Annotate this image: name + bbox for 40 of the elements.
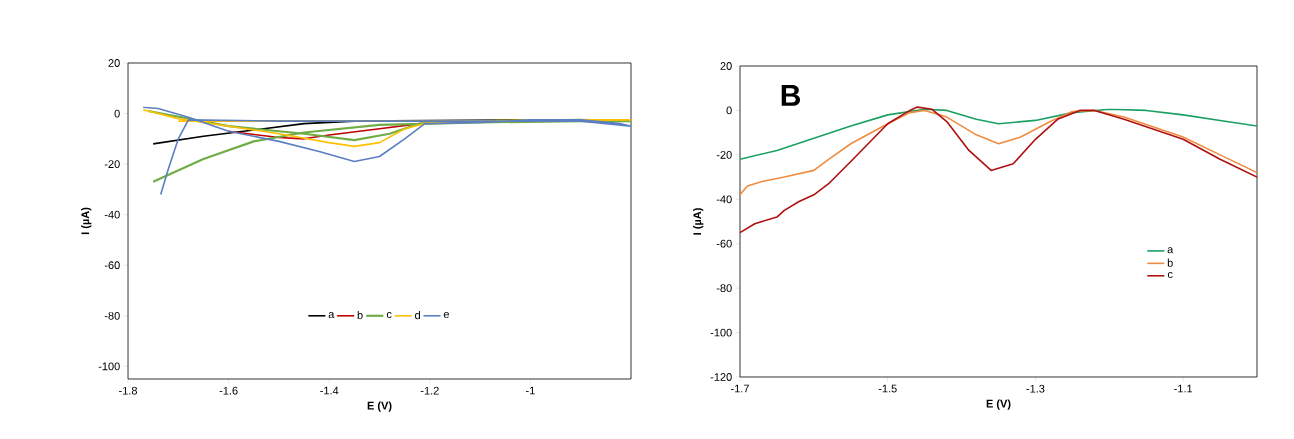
- y-axis-title: I (µA): [693, 208, 704, 235]
- legend-label: a: [328, 312, 335, 319]
- x-tick-label: -1.8: [119, 386, 138, 395]
- y-tick-label: -40: [716, 195, 732, 204]
- legend-label: d: [415, 311, 420, 320]
- y-tick-label: 0: [726, 106, 732, 115]
- legend-label: b: [357, 311, 363, 320]
- legend-label: c: [1167, 272, 1173, 279]
- legend-label: e: [443, 312, 449, 319]
- x-tick-label: -1.3: [1026, 384, 1045, 393]
- x-tick-label: -1.4: [320, 386, 339, 395]
- y-tick-label: -100: [710, 328, 732, 337]
- x-tick-label: -1.7: [731, 384, 749, 393]
- y-tick-label: -60: [104, 261, 120, 270]
- y-tick-label: -60: [716, 239, 732, 248]
- y-tick-label: -20: [716, 150, 732, 159]
- legend-label: c: [386, 312, 392, 319]
- line-series: [740, 106, 1257, 234]
- y-tick-label: 20: [720, 62, 732, 70]
- y-axis-title: I (µA): [81, 207, 92, 235]
- y-tick-label: -20: [104, 160, 120, 169]
- x-axis-title: E (V): [986, 399, 1011, 410]
- legend-label: a: [1167, 247, 1174, 254]
- y-tick-label: -80: [716, 284, 732, 293]
- legend-label: b: [1167, 258, 1173, 267]
- x-tick-label: -1.6: [219, 386, 238, 395]
- y-tick-label: -40: [104, 210, 120, 219]
- y-tick-label: -80: [104, 311, 120, 320]
- y-tick-label: -100: [98, 362, 120, 371]
- y-tick-label: 0: [114, 109, 120, 118]
- x-tick-label: -1.5: [878, 384, 897, 393]
- y-tick-label: -120: [710, 373, 732, 381]
- line-series: [740, 109, 1257, 196]
- x-tick-label: -1.1: [1174, 384, 1193, 393]
- y-tick-label: 20: [108, 59, 120, 67]
- x-axis-title: E (V): [367, 401, 392, 412]
- x-tick-label: -1: [526, 386, 535, 395]
- line-series: [740, 108, 1257, 161]
- annotation: B: [781, 85, 801, 106]
- x-tick-label: -1.2: [420, 386, 439, 395]
